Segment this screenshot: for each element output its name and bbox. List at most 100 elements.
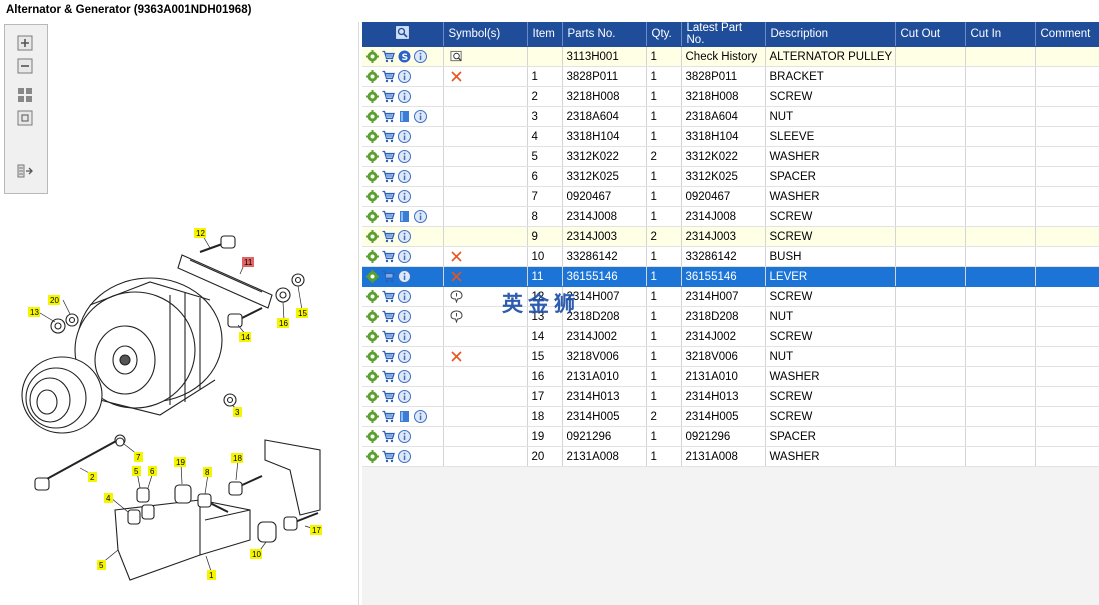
export-icon[interactable] (13, 161, 37, 181)
manual-icon[interactable] (398, 110, 411, 123)
col-comment-header[interactable]: Comment (1035, 22, 1099, 47)
gear-icon[interactable] (366, 250, 379, 263)
info-icon[interactable] (398, 370, 411, 383)
info-icon[interactable] (398, 310, 411, 323)
callout-7[interactable] (134, 452, 143, 462)
cart-icon[interactable] (382, 430, 395, 443)
info-icon[interactable] (398, 450, 411, 463)
table-row[interactable]: 4 3318H104 1 3318H104 SLEEVE (362, 126, 1099, 147)
cart-icon[interactable] (382, 250, 395, 263)
col-item-header[interactable]: Item (527, 22, 563, 47)
table-row[interactable]: 20 2131A008 1 2131A008 WASHER (362, 446, 1099, 467)
callout-17[interactable] (310, 525, 322, 535)
table-row[interactable]: 10 33286142 1 33286142 BUSH (362, 246, 1099, 267)
info-icon[interactable] (414, 50, 427, 63)
cart-icon[interactable] (382, 390, 395, 403)
gear-icon[interactable] (366, 330, 379, 343)
table-row[interactable]: 11 36155146 1 36155146 LEVER (362, 266, 1099, 287)
info-icon[interactable] (398, 430, 411, 443)
actual-size-icon[interactable] (13, 108, 37, 128)
col-parts-no-header[interactable]: Parts No. (562, 22, 647, 47)
info-icon[interactable] (398, 390, 411, 403)
table-row[interactable]: 19 0921296 1 0921296 SPACER (362, 426, 1099, 447)
cart-icon[interactable] (382, 110, 395, 123)
gear-icon[interactable] (366, 410, 379, 423)
cart-icon[interactable] (382, 150, 395, 163)
callout-16[interactable] (277, 318, 289, 328)
callout-4[interactable] (104, 493, 113, 503)
callout-8[interactable] (203, 467, 212, 477)
callout-12[interactable] (194, 228, 206, 238)
callout-13[interactable] (28, 307, 40, 317)
supersession-icon[interactable]: S (398, 50, 411, 63)
gear-icon[interactable] (366, 230, 379, 243)
info-icon[interactable] (398, 250, 411, 263)
cart-icon[interactable] (382, 130, 395, 143)
callout-20[interactable] (48, 295, 60, 305)
callout-18[interactable] (231, 453, 243, 463)
gear-icon[interactable] (366, 450, 379, 463)
gear-icon[interactable] (366, 50, 379, 63)
cart-icon[interactable] (382, 270, 395, 283)
table-row[interactable]: 2 3218H008 1 3218H008 SCREW (362, 86, 1099, 107)
info-icon[interactable] (398, 130, 411, 143)
cart-icon[interactable] (382, 330, 395, 343)
info-icon[interactable] (398, 90, 411, 103)
callout-1[interactable] (207, 570, 216, 580)
gear-icon[interactable] (366, 270, 379, 283)
search-icon[interactable] (395, 26, 409, 39)
info-icon[interactable] (398, 290, 411, 303)
callout-5b[interactable] (97, 560, 106, 570)
table-row[interactable]: 6 3312K025 1 3312K025 SPACER (362, 166, 1099, 187)
callout-15[interactable] (296, 308, 308, 318)
callout-6[interactable] (148, 466, 157, 476)
gear-icon[interactable] (366, 170, 379, 183)
col-cut-in-header[interactable]: Cut In (965, 22, 1036, 47)
info-icon[interactable] (414, 410, 427, 423)
gear-icon[interactable] (366, 190, 379, 203)
col-symbols-header[interactable]: Symbol(s) (443, 22, 528, 47)
gear-icon[interactable] (366, 370, 379, 383)
table-row[interactable]: 1 3828P011 1 3828P011 BRACKET (362, 66, 1099, 87)
gear-icon[interactable] (366, 310, 379, 323)
cart-icon[interactable] (382, 310, 395, 323)
table-row[interactable]: 7 0920467 1 0920467 WASHER (362, 186, 1099, 207)
gear-icon[interactable] (366, 350, 379, 363)
table-row[interactable]: 12 2314H007 1 2314H007 SCREW (362, 286, 1099, 307)
info-icon[interactable] (398, 170, 411, 183)
col-cut-out-header[interactable]: Cut Out (895, 22, 966, 47)
table-row[interactable]: 16 2131A010 1 2131A010 WASHER (362, 366, 1099, 387)
cart-icon[interactable] (382, 90, 395, 103)
table-row[interactable]: 15 3218V006 1 3218V006 NUT (362, 346, 1099, 367)
parts-diagram[interactable]: 12 11 15 16 20 13 14 3 7 2 5 6 4 19 8 18… (0, 210, 358, 605)
table-row[interactable]: 14 2314J002 1 2314J002 SCREW (362, 326, 1099, 347)
cross-icon[interactable] (450, 350, 463, 363)
cart-icon[interactable] (382, 450, 395, 463)
manual-icon[interactable] (398, 410, 411, 423)
cart-icon[interactable] (382, 410, 395, 423)
table-row[interactable]: 18 2314H005 2 2314H005 SCREW (362, 406, 1099, 427)
zoom-in-icon[interactable] (13, 33, 37, 53)
callout-11[interactable] (242, 257, 254, 267)
info-icon[interactable] (398, 330, 411, 343)
gear-icon[interactable] (366, 150, 379, 163)
table-row[interactable]: 13 2318D208 1 2318D208 NUT (362, 306, 1099, 327)
gear-icon[interactable] (366, 210, 379, 223)
history-icon[interactable] (449, 50, 463, 63)
callout-14[interactable] (239, 332, 251, 342)
table-row[interactable]: 17 2314H013 1 2314H013 SCREW (362, 386, 1099, 407)
callout-3[interactable] (233, 407, 242, 417)
table-row[interactable]: 8 2314J008 1 2314J008 SCREW (362, 206, 1099, 227)
gear-icon[interactable] (366, 290, 379, 303)
note-balloon-icon[interactable] (449, 310, 463, 323)
table-row[interactable]: 3 2318A604 1 2318A604 NUT (362, 106, 1099, 127)
callout-10[interactable] (250, 549, 262, 559)
info-icon[interactable] (398, 190, 411, 203)
callout-2[interactable] (88, 472, 97, 482)
cart-icon[interactable] (382, 210, 395, 223)
info-icon[interactable] (398, 150, 411, 163)
gear-icon[interactable] (366, 110, 379, 123)
info-icon[interactable] (414, 110, 427, 123)
info-icon[interactable] (398, 270, 411, 283)
table-row[interactable]: 5 3312K022 2 3312K022 WASHER (362, 146, 1099, 167)
